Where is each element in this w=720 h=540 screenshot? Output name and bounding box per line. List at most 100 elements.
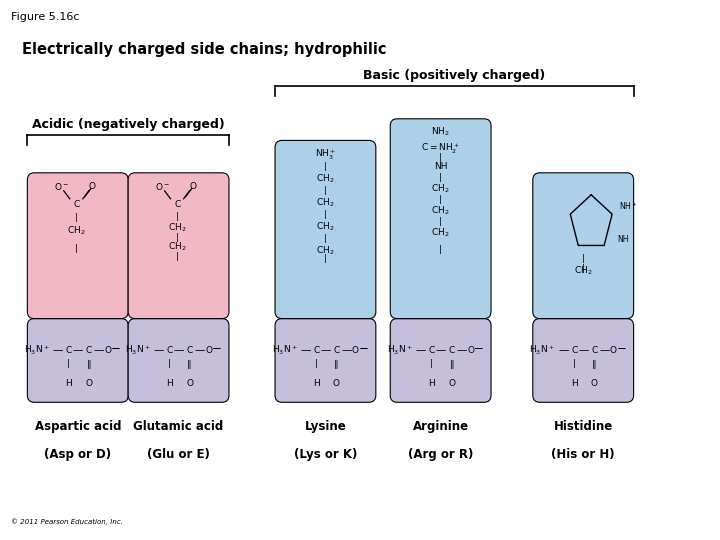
Text: NH: NH [434,163,447,171]
Text: C: C [186,346,193,355]
Text: $\mathsf{CH_2}$: $\mathsf{CH_2}$ [431,183,450,195]
Text: |: | [439,217,442,226]
Text: (Asp or D): (Asp or D) [44,448,112,461]
FancyBboxPatch shape [533,319,634,402]
Text: $\mathsf{CH_2}$: $\mathsf{CH_2}$ [431,205,450,217]
FancyBboxPatch shape [27,173,128,319]
Text: —: — [320,346,330,355]
Text: $\mathsf{NH_2}$: $\mathsf{NH_2}$ [431,126,450,138]
Text: C: C [174,200,181,210]
Text: |: | [67,359,71,368]
Text: Arginine: Arginine [413,420,469,433]
Text: Figure 5.16c: Figure 5.16c [11,12,79,22]
Text: Aspartic acid: Aspartic acid [35,420,121,433]
Text: —: — [456,346,467,355]
Text: C$\mathsf{=NH_2^+}$: C$\mathsf{=NH_2^+}$ [421,141,460,156]
Text: $\mathsf{CH_2}$: $\mathsf{CH_2}$ [316,172,335,185]
Text: H: H [166,380,173,388]
Text: O: O [89,183,95,191]
Text: —: — [194,346,204,355]
Text: $\mathsf{CH_2}$: $\mathsf{CH_2}$ [316,196,335,208]
Text: |: | [168,359,171,368]
Text: |: | [582,264,585,273]
Text: C: C [86,346,92,355]
Text: (Arg or R): (Arg or R) [408,448,473,461]
Text: Electrically charged side chains; hydrophilic: Electrically charged side chains; hydrop… [22,42,387,57]
Text: |: | [176,212,179,221]
Text: —: — [341,346,351,355]
Text: O: O [610,346,617,355]
Text: (Lys or K): (Lys or K) [294,448,357,461]
FancyBboxPatch shape [390,319,491,402]
Text: —: — [73,346,83,355]
Text: O: O [352,346,359,355]
FancyBboxPatch shape [275,140,376,319]
Text: $\mathsf{O^-}$: $\mathsf{O^-}$ [155,181,170,192]
Text: |: | [176,233,179,242]
Text: C: C [428,346,435,355]
Text: |: | [439,245,442,254]
Text: −: − [359,342,369,355]
Text: |: | [76,213,78,222]
Text: $\mathsf{CH_2}$: $\mathsf{CH_2}$ [574,265,593,277]
Text: $\mathsf{H_3N^+}$: $\mathsf{H_3N^+}$ [125,344,150,357]
Text: —: — [578,346,588,355]
Text: C: C [166,346,173,355]
Text: H: H [428,380,435,388]
Text: H: H [313,380,320,388]
Text: C: C [313,346,320,355]
Text: ‖: ‖ [187,360,192,369]
Text: Basic (positively charged): Basic (positively charged) [363,70,546,83]
Text: |: | [324,162,327,171]
Text: ‖: ‖ [86,360,91,369]
Text: $\mathsf{CH_2}$: $\mathsf{CH_2}$ [316,244,335,256]
Text: O: O [85,380,92,388]
FancyBboxPatch shape [27,319,128,402]
Text: © 2011 Pearson Education, Inc.: © 2011 Pearson Education, Inc. [11,518,123,525]
Text: —: — [599,346,609,355]
Text: O: O [189,183,196,191]
Text: −: − [474,342,484,355]
Text: |: | [176,252,179,261]
Text: $\mathsf{H_3N^+}$: $\mathsf{H_3N^+}$ [271,344,297,357]
FancyBboxPatch shape [533,173,634,319]
Text: $\mathsf{O^-}$: $\mathsf{O^-}$ [54,181,69,192]
Text: |: | [324,186,327,195]
Text: |: | [439,153,442,163]
Text: O: O [448,380,455,388]
Text: C: C [571,346,577,355]
Text: ‖: ‖ [592,360,596,369]
Text: H: H [66,380,72,388]
Text: C: C [449,346,455,355]
Text: (His or H): (His or H) [552,448,615,461]
Text: —: — [436,346,446,355]
Text: O: O [333,380,340,388]
Text: |: | [315,359,318,368]
Text: |: | [572,359,576,368]
FancyBboxPatch shape [275,319,376,402]
Text: —: — [415,346,426,355]
Text: $\mathsf{CH_2}$: $\mathsf{CH_2}$ [168,240,186,253]
Text: $\mathsf{CH_2}$: $\mathsf{CH_2}$ [168,221,186,234]
Text: C: C [333,346,340,355]
Text: |: | [430,359,433,368]
Text: $\mathsf{H_3N^+}$: $\mathsf{H_3N^+}$ [529,344,555,357]
Text: C: C [591,346,598,355]
Text: O: O [205,346,212,355]
Text: $\mathsf{NH_3^+}$: $\mathsf{NH_3^+}$ [315,147,336,161]
Text: −: − [111,342,121,355]
Text: C: C [66,346,72,355]
Text: Histidine: Histidine [554,420,613,433]
Text: Glutamic acid: Glutamic acid [133,420,224,433]
FancyBboxPatch shape [128,319,229,402]
Text: |: | [324,210,327,219]
Text: |: | [324,254,327,263]
Text: —: — [53,346,63,355]
Text: −: − [212,342,222,355]
Text: −: − [616,342,626,355]
Text: |: | [439,195,442,204]
Text: $\mathsf{CH_2}$: $\mathsf{CH_2}$ [68,225,86,237]
Text: Lysine: Lysine [305,420,346,433]
Text: O: O [467,346,474,355]
Text: —: — [300,346,310,355]
